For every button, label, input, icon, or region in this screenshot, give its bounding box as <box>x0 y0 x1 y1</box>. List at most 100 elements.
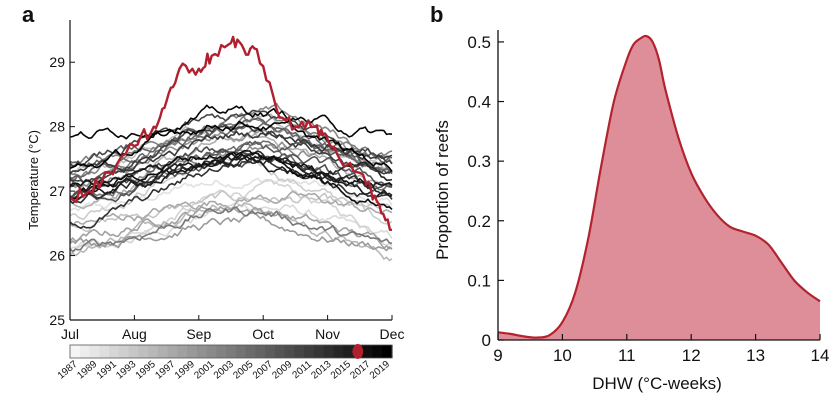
colorbar-year-label: 1991 <box>95 359 119 382</box>
panel-b-y-tick-label: 0.2 <box>467 212 491 231</box>
density-fill <box>498 35 820 340</box>
colorbar-cell <box>79 345 91 358</box>
panel-b-y-tick-labels: 0 0.1 0.2 0.3 0.4 0.5 <box>467 33 491 350</box>
colorbar-cell <box>362 345 374 358</box>
panel-a-x-tick-labels: Jul Aug Sep Oct Nov Dec <box>61 326 404 342</box>
colorbar-cell <box>109 345 120 358</box>
colorbar-cell <box>255 345 266 358</box>
panel-a-y-axis-label: Temperature (°C) <box>26 130 41 230</box>
colorbar-year-label: 1997 <box>153 359 177 382</box>
colorbar-cell <box>157 345 169 358</box>
panel-b-x-tick-label: 9 <box>493 346 502 365</box>
density-curve <box>497 34 821 339</box>
temperature-line-2009 <box>69 109 393 167</box>
panel-a-x-tick-label: Dec <box>380 326 405 342</box>
colorbar-year-label: 1995 <box>134 359 158 382</box>
panel-b-letter: b <box>430 2 443 27</box>
colorbar-year-label: 1989 <box>75 359 99 382</box>
panel-a-y-tick-label: 27 <box>49 183 65 199</box>
panel-b-y-tick-label: 0.1 <box>467 271 491 290</box>
colorbar-year-label: 1993 <box>114 359 138 382</box>
year-colorbar <box>69 344 393 359</box>
colorbar-cell <box>118 345 130 358</box>
panel-a-y-tick-label: 26 <box>49 248 65 264</box>
temperature-line-2011 <box>69 130 393 175</box>
colorbar-cell <box>274 345 286 358</box>
colorbar-year-label: 2019 <box>368 359 392 382</box>
panel-b-x-axis-label: DHW (°C-weeks) <box>592 374 722 393</box>
colorbar-cell <box>206 345 217 358</box>
panel-a-x-tick-label: Nov <box>315 326 340 342</box>
temperature-line-1991 <box>69 190 393 232</box>
colorbar-cell <box>167 345 178 358</box>
colorbar-year-label: 2015 <box>329 359 353 382</box>
colorbar-year-label: 2017 <box>348 359 372 382</box>
density-area <box>497 34 821 340</box>
colorbar-cell <box>89 345 100 358</box>
temperature-line-2003 <box>69 140 393 201</box>
temperature-series-lines <box>69 102 393 262</box>
panel-b-y-axis-label: Proportion of reefs <box>433 120 452 260</box>
colorbar-cell <box>343 345 354 358</box>
colorbar-cell <box>382 345 393 358</box>
colorbar-cell <box>265 345 276 358</box>
temperature-line-2010 <box>69 124 393 184</box>
panel-a-chart: Jul Aug Sep Oct Nov Dec 25 26 27 28 29 Temperatur… <box>26 20 404 382</box>
panel-b-y-tick-label: 0.5 <box>467 33 491 52</box>
colorbar-year-label: 2005 <box>231 359 255 382</box>
panel-b-x-tick-label: 11 <box>618 346 636 365</box>
colorbar-cell <box>304 345 315 358</box>
colorbar-cell <box>177 345 188 358</box>
panel-a-y-tick-label: 28 <box>49 119 65 135</box>
colorbar-cell <box>333 345 344 358</box>
colorbar-year-label: 2013 <box>309 359 333 382</box>
panel-a-x-tick-label: Sep <box>186 326 211 342</box>
temperature-line-1999 <box>69 141 393 190</box>
panel-b-axes <box>497 30 821 341</box>
colorbar-year-label: 2001 <box>192 359 216 382</box>
colorbar-cell <box>196 345 208 358</box>
colorbar-cell <box>245 345 256 358</box>
colorbar-cell <box>313 345 325 358</box>
temperature-line-1996 <box>69 205 393 250</box>
colorbar-cell <box>372 345 383 358</box>
highlight-series-2016 <box>69 35 393 231</box>
colorbar-cell <box>138 345 149 358</box>
colorbar-year-label: 2009 <box>270 359 294 382</box>
panel-b-x-tick-label: 12 <box>682 346 701 365</box>
panel-b-x-tick-label: 13 <box>746 346 765 365</box>
temperature-line-2002 <box>69 206 393 253</box>
colorbar-cell <box>148 345 159 358</box>
colorbar-year-label: 2007 <box>251 359 275 382</box>
year-colorbar-labels: 1987198919911993199519971999200120032005… <box>56 359 393 382</box>
temperature-line-2016 <box>69 35 393 231</box>
panel-b-y-tick-label: 0 <box>482 331 491 350</box>
colorbar-cell <box>284 345 296 358</box>
colorbar-year-label: 2011 <box>290 359 314 382</box>
temperature-line-1997 <box>69 212 393 252</box>
panel-a-y-tick-label: 25 <box>49 312 65 328</box>
temperature-line-2000 <box>69 102 393 179</box>
panel-a-axes <box>69 20 393 321</box>
temperature-line-2015 <box>69 156 393 201</box>
panel-b-x-tick-label: 10 <box>553 346 572 365</box>
panel-a-x-tick-label: Aug <box>122 326 147 342</box>
panel-a-x-tick-label: Jul <box>61 326 79 342</box>
temperature-line-2017 <box>69 149 393 210</box>
panel-b-chart: 9 10 11 12 13 14 0 0.1 0.2 0.3 0.4 0.5 DHW (°C-wee… <box>433 30 829 393</box>
temperature-line-1990 <box>69 152 393 225</box>
colorbar-highlight-marker <box>352 344 364 359</box>
colorbar-cell <box>323 345 335 358</box>
colorbar-cell <box>99 345 110 358</box>
colorbar-cell <box>187 345 198 358</box>
colorbar-cell <box>294 345 305 358</box>
colorbar-cell <box>70 345 81 358</box>
panel-a-x-tick-label: Oct <box>252 326 274 342</box>
panel-b-y-tick-label: 0.3 <box>467 152 491 171</box>
colorbar-cell <box>128 345 139 358</box>
panel-b-x-tick-label: 14 <box>811 346 830 365</box>
temperature-line-2013 <box>69 150 393 204</box>
colorbar-cell <box>226 345 237 358</box>
colorbar-border <box>69 344 393 359</box>
